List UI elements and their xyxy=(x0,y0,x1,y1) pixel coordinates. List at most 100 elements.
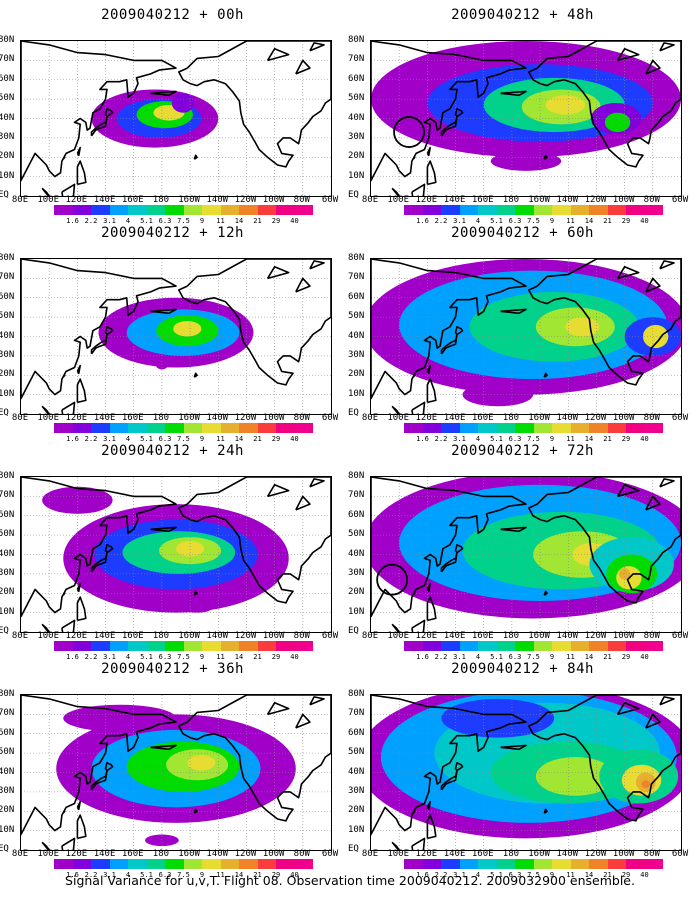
coastline xyxy=(21,695,177,836)
y-tick-label: 40N xyxy=(0,766,15,777)
y-tick-label: 10N xyxy=(348,606,365,617)
x-tick-label: 180 xyxy=(152,631,170,641)
colorbar-swatch xyxy=(515,859,534,869)
coastline xyxy=(193,372,198,378)
coastline xyxy=(645,277,661,293)
colorbar-swatch xyxy=(72,423,91,433)
x-tick-label: 60W xyxy=(671,849,689,859)
x-tick-label: 80E xyxy=(361,631,379,641)
colorbar-swatch xyxy=(54,423,73,433)
coastline xyxy=(41,841,51,850)
colorbar-label: 3.1 xyxy=(453,435,466,443)
coastline xyxy=(645,495,661,511)
figure-caption: Signal Variance for u,v,T. Flight 08. Ob… xyxy=(65,873,635,888)
x-tick-label: 120E xyxy=(65,849,88,859)
colorbar-label: 29 xyxy=(271,217,281,225)
coastline xyxy=(543,372,548,378)
map-frame xyxy=(370,258,682,415)
coastline xyxy=(426,364,432,375)
coastline xyxy=(193,154,198,160)
y-tick-label: 40N xyxy=(0,112,15,123)
colorbar-label: 1.6 xyxy=(416,435,429,443)
colorbar-swatch xyxy=(533,423,552,433)
colorbar-label: 11 xyxy=(566,217,575,225)
observation-circle xyxy=(393,116,425,148)
colorbar xyxy=(404,641,663,651)
x-tick-label: 160W xyxy=(528,631,550,641)
x-tick-label: 140E xyxy=(93,413,116,423)
colorbar-label: 3.1 xyxy=(103,435,116,443)
colorbar-label: 9 xyxy=(199,217,205,225)
x-tick-label: 180 xyxy=(152,413,170,423)
y-tick-label: 20N xyxy=(348,369,365,380)
x-tick-label: 180 xyxy=(502,631,520,641)
colorbar-swatch xyxy=(128,641,147,651)
coastline xyxy=(41,187,51,196)
colorbar-swatch xyxy=(626,205,645,215)
coastline xyxy=(309,696,325,706)
coastline xyxy=(528,259,681,386)
colorbar-label: 7.5 xyxy=(527,435,540,443)
coastline xyxy=(61,183,76,196)
coastline xyxy=(41,405,51,414)
colorbar-swatch xyxy=(515,423,534,433)
x-tick-label: 160E xyxy=(471,195,494,205)
grid-lines xyxy=(371,41,681,196)
colorbar-label: 11 xyxy=(216,217,225,225)
coastline xyxy=(150,90,177,97)
x-tick-label: 140W xyxy=(206,631,229,641)
colorbar-swatch xyxy=(422,423,441,433)
y-tick-label: 30N xyxy=(0,131,15,142)
colorbar-label: 1.6 xyxy=(66,871,79,879)
y-tick-label: 60N xyxy=(0,291,15,302)
colorbar-label: 9 xyxy=(549,435,555,443)
colorbar-label: 21 xyxy=(253,217,262,225)
coastline xyxy=(61,401,76,414)
y-tick-label: 50N xyxy=(0,311,15,322)
colorbar-label: 6.3 xyxy=(158,871,172,879)
x-tick-label: 120E xyxy=(65,195,88,205)
x-tick-label: 160E xyxy=(121,195,144,205)
colorbar-swatch xyxy=(146,641,165,651)
colorbar-label: 14 xyxy=(234,217,244,225)
colorbar-label: 5.1 xyxy=(490,217,503,225)
x-tick-label: 80W xyxy=(643,413,660,423)
y-tick-label: 80N xyxy=(348,689,365,699)
colorbar-swatch xyxy=(441,205,460,215)
y-tick-label: 50N xyxy=(0,747,15,758)
colorbar-swatch xyxy=(404,205,423,215)
colorbar-swatch xyxy=(91,859,110,869)
colorbar-label: 21 xyxy=(603,871,612,879)
map-frame xyxy=(370,40,682,197)
y-tick-label: 10N xyxy=(0,170,15,181)
colorbar-swatch xyxy=(626,859,645,869)
colorbar-label: 40 xyxy=(290,217,299,225)
coastline xyxy=(61,619,76,632)
x-tick-label: 80W xyxy=(293,631,310,641)
y-tick-label: 40N xyxy=(348,330,365,341)
coastline xyxy=(193,808,198,814)
colorbar-swatch xyxy=(109,205,128,215)
coastline xyxy=(295,277,311,293)
y-tick-label: 30N xyxy=(348,567,365,578)
variance-contour xyxy=(642,324,669,349)
colorbar-swatch xyxy=(109,859,128,869)
x-tick-label: 100W xyxy=(612,413,635,423)
colorbar xyxy=(54,423,313,433)
panel-title: 2009040212 + 36h xyxy=(101,661,244,677)
coastline xyxy=(76,378,87,404)
y-tick-label: 50N xyxy=(0,93,15,104)
colorbar-label: 11 xyxy=(566,653,575,661)
coastline xyxy=(90,326,114,355)
colorbar-swatch xyxy=(146,859,165,869)
colorbar-label: 6.3 xyxy=(508,653,522,661)
x-tick-label: 100W xyxy=(262,849,285,859)
x-tick-label: 100W xyxy=(262,631,285,641)
y-tick-label: 80N xyxy=(0,253,15,263)
colorbar-swatch xyxy=(202,641,221,651)
colorbar-swatch xyxy=(422,859,441,869)
y-tick-label: 10N xyxy=(0,824,15,835)
colorbar-swatch xyxy=(220,205,239,215)
colorbar-label: 40 xyxy=(640,435,649,443)
y-tick-label: 60N xyxy=(348,291,365,302)
